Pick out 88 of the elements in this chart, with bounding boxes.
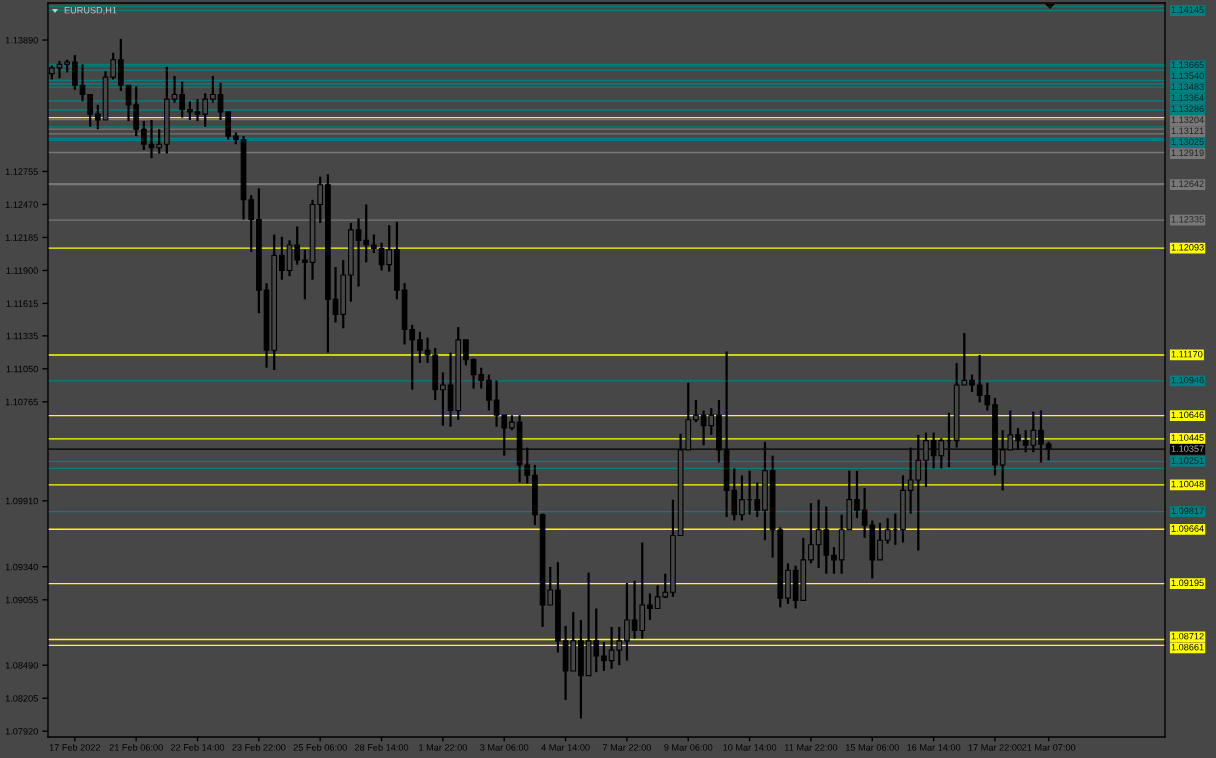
y-tick-label: 1.09055 [5,596,38,604]
ref-line-label: 1.13204 [1171,116,1204,124]
ref-line-label: 1.13483 [1171,83,1204,91]
ref-line-label: 1.10445 [1171,434,1204,441]
x-tick-label: 7 Mar 22:00 [602,744,652,751]
candlestick [693,398,699,424]
candlestick [854,469,860,520]
candlestick [831,546,837,575]
candlestick [417,330,423,365]
candlestick [187,100,193,122]
candlestick [179,80,186,119]
y-tick-label: 1.13890 [5,36,38,44]
candlestick [87,93,94,128]
ref-line-label: 1.08712 [1171,632,1204,640]
y-tick-label: 1.12470 [5,201,38,208]
x-tick-label: 22 Feb 14:00 [170,743,225,751]
x-tick-label: 11 Mar 22:00 [784,744,838,751]
candlestick [110,51,117,81]
ref-line-label: 1.13540 [1171,72,1204,80]
ref-line-label: 1.14145 [1171,6,1204,13]
candlestick [371,233,377,255]
ref-line-label: 1.12093 [1171,244,1204,251]
candlestick [210,74,216,104]
ref-line-label: 1.08661 [1171,643,1204,651]
chart-title: EURUSD,H1 [64,6,117,15]
candlestick [71,53,78,91]
candlestick [94,103,101,131]
ref-line-label: 1.09195 [1171,579,1204,587]
candlestick [647,592,653,622]
ref-line-label: 1.13286 [1171,105,1204,113]
x-tick-label: 17 Feb 2022 [49,743,101,751]
x-tick-label: 17 Mar 22:00 [968,744,1022,751]
ref-line-label: 1.12919 [1171,149,1204,157]
candlestick [194,97,201,123]
candlestick [156,128,163,155]
candlestick [440,371,446,427]
candlestick [739,474,745,522]
y-tick-label: 1.07920 [5,728,38,735]
ref-line-label: 1.13121 [1171,127,1204,135]
x-tick-label: 25 Feb 06:00 [293,743,347,751]
y-tick-label: 1.11615 [6,300,38,307]
x-tick-label: 10 Mar 14:00 [723,744,777,751]
candlestick [601,640,607,673]
candlestick [302,248,308,301]
candlestick [463,338,469,367]
candlestick [171,74,178,104]
candlestick [317,175,324,225]
candlestick [248,194,255,254]
candlestick [202,92,209,128]
candlestick [884,517,891,545]
y-tick-label: 1.09340 [5,563,38,571]
candlestick [294,225,301,266]
ref-line-label: 1.10251 [1171,457,1204,464]
y-tick-label: 1.12755 [5,168,38,175]
y-tick-label: 1.11900 [6,267,38,274]
ref-line-label: 1.10048 [1171,480,1204,488]
ref-line-label: 1.11170 [1171,350,1203,358]
x-tick-label: 3 Mar 06:00 [480,744,529,751]
y-tick-label: 1.11050 [6,365,38,373]
y-tick-label: 1.08205 [5,695,38,702]
x-tick-label: 21 Mar 07:00 [1022,744,1076,751]
candlestick [279,235,285,281]
ref-line-label: 1.09664 [1171,525,1204,532]
candlestick [140,119,147,152]
y-tick-label: 1.12185 [5,234,38,241]
candlestick [754,481,761,519]
candlestick [486,373,492,412]
ref-line-label: 1.12642 [1171,180,1204,187]
x-tick-label: 15 Mar 06:00 [845,744,899,751]
ref-line-label: 1.13364 [1171,94,1204,102]
x-tick-label: 4 Mar 14:00 [541,744,590,751]
ref-line-label: 1.10357 [1171,445,1204,452]
y-tick-label: 1.08490 [5,662,38,669]
x-tick-label: 23 Feb 22:00 [232,743,286,751]
candlestick [877,521,883,561]
y-tick-label: 1.09910 [5,497,38,505]
ref-line-label: 1.13665 [1171,61,1204,69]
ref-line-label: 1.10946 [1171,376,1204,384]
ref-line-label: 1.10646 [1171,411,1204,419]
x-tick-label: 28 Feb 14:00 [355,743,409,751]
ref-line-label: 1.12335 [1171,216,1204,223]
y-tick-label: 1.10765 [5,398,38,406]
x-tick-label: 16 Mar 14:00 [907,744,961,751]
y-tick-label: 1.11335 [6,332,38,340]
ref-line-label: 1.13025 [1171,138,1204,146]
ref-line-label: 1.09817 [1171,507,1204,515]
candlestick [624,581,630,662]
candlestick [808,502,814,565]
